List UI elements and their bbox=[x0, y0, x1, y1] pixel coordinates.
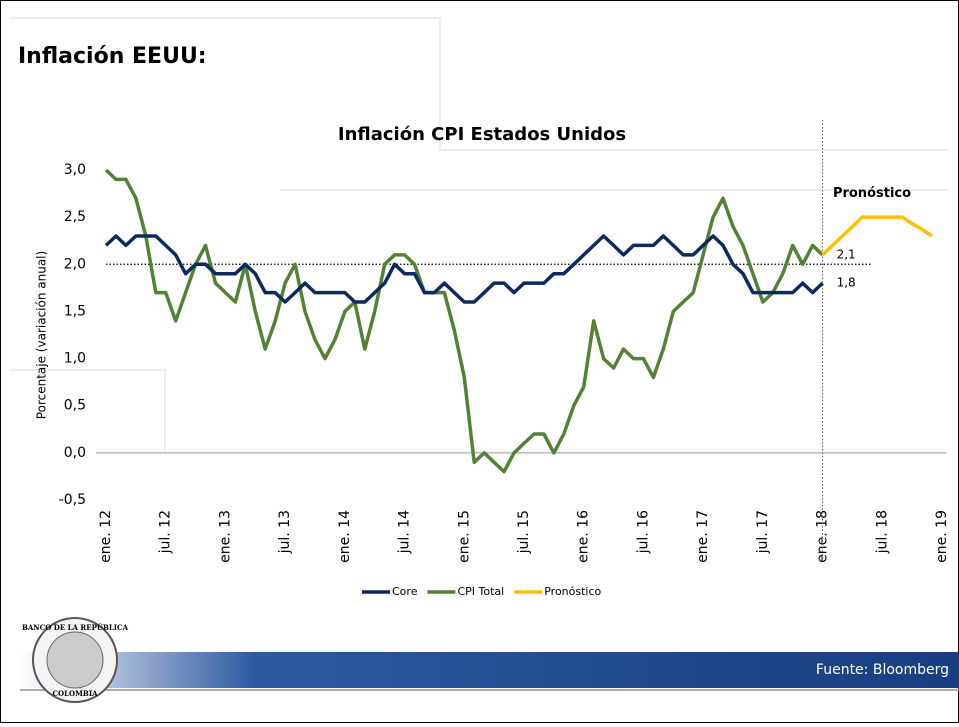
legend-label: Pronóstico bbox=[544, 585, 601, 598]
footer-band bbox=[20, 652, 959, 688]
logo-text: BANCO DE LA REPÚBLICA bbox=[22, 623, 129, 632]
x-tick-label: jul. 17 bbox=[755, 510, 771, 554]
x-tick-label: jul. 12 bbox=[158, 510, 174, 554]
slide-title: Inflación EEUU: bbox=[18, 44, 207, 69]
logo-text: COLOMBIA bbox=[52, 689, 98, 698]
y-axis-label: Porcentaje (variación anual) bbox=[35, 251, 49, 419]
y-tick-label: 3,0 bbox=[64, 162, 86, 178]
x-tick-label: jul. 15 bbox=[516, 510, 532, 554]
logo-center bbox=[46, 631, 104, 689]
x-tick-label: ene. 19 bbox=[934, 510, 950, 563]
x-tick-label: jul. 18 bbox=[874, 510, 890, 554]
x-tick-label: ene. 18 bbox=[815, 510, 831, 563]
x-tick-label: ene. 16 bbox=[576, 510, 592, 563]
x-tick-label: ene. 14 bbox=[337, 510, 353, 563]
x-tick-label: ene. 13 bbox=[217, 510, 233, 563]
y-tick-label: 0,0 bbox=[64, 445, 86, 461]
series-line bbox=[104, 168, 824, 474]
y-tick-label: 0,5 bbox=[64, 398, 86, 414]
y-tick-label: 1,0 bbox=[64, 351, 86, 367]
y-tick-label: 1,5 bbox=[64, 303, 86, 319]
chart-title: Inflación CPI Estados Unidos bbox=[338, 124, 626, 145]
annotation: Pronóstico bbox=[833, 186, 911, 201]
series-line bbox=[821, 215, 933, 257]
series-line bbox=[104, 234, 824, 304]
logo: BANCO DE LA REPÚBLICA COLOMBIA bbox=[22, 617, 129, 703]
x-tick-label: ene. 12 bbox=[98, 510, 114, 563]
y-tick-label: 2,0 bbox=[64, 256, 86, 272]
source: Fuente: Bloomberg bbox=[816, 662, 949, 678]
y-tick-label: 2,5 bbox=[64, 209, 86, 225]
legend-label: CPI Total bbox=[457, 585, 504, 598]
x-tick-label: ene. 15 bbox=[456, 510, 472, 563]
y-tick-label: -0,5 bbox=[59, 492, 86, 508]
legend-label: Core bbox=[392, 585, 418, 598]
data-label: 1,8 bbox=[837, 276, 856, 290]
background-lines bbox=[10, 17, 949, 450]
x-tick-label: jul. 16 bbox=[635, 510, 651, 554]
x-tick-label: jul. 14 bbox=[397, 510, 413, 554]
data-label: 2,1 bbox=[837, 247, 856, 261]
x-tick-label: jul. 13 bbox=[277, 510, 293, 554]
x-tick-label: ene. 17 bbox=[695, 510, 711, 563]
